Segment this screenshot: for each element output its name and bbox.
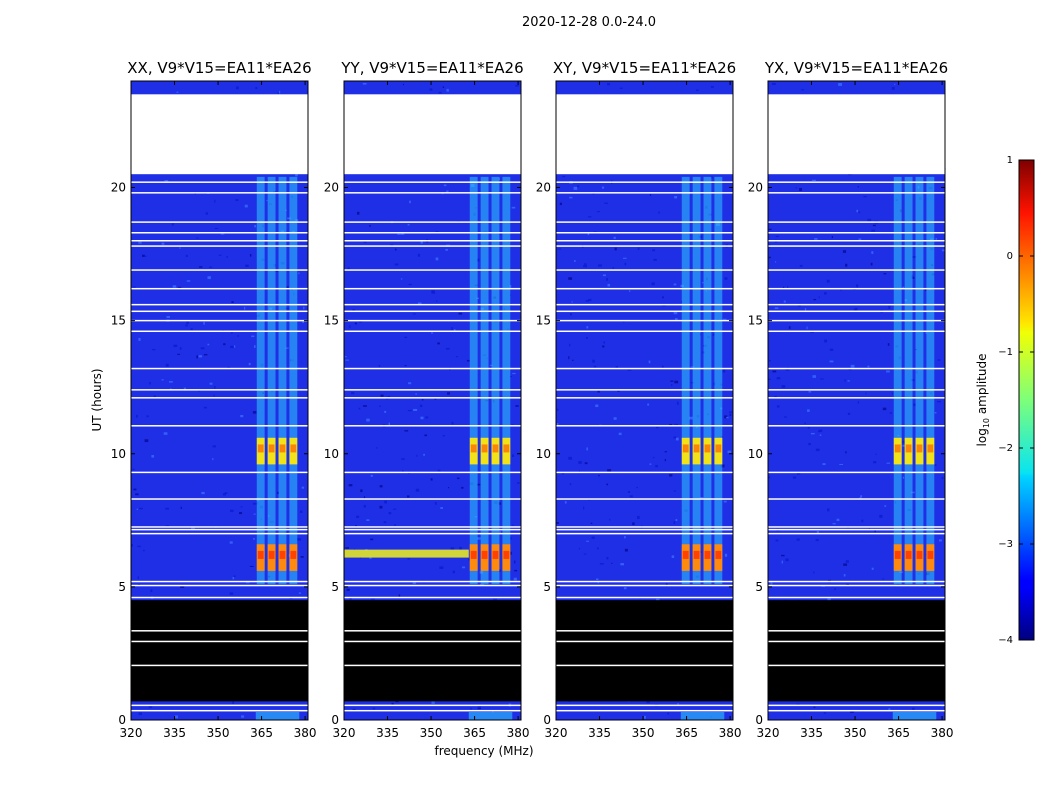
- axes-frame: [555, 80, 734, 721]
- rfi-band: [680, 176, 725, 720]
- panel-xy: XY, V9*V15=EA11*EA26 320 335 350 365 380 0 5 10 1…: [536, 59, 742, 740]
- gap-lines: [768, 181, 945, 712]
- x-tick-label: 350: [632, 726, 655, 740]
- y-tick-label: 10: [324, 447, 339, 461]
- y-tick-label: 15: [748, 314, 763, 328]
- panel-yy: YY, V9*V15=EA11*EA26 320 335 350 365 380 0 5 10 1…: [324, 59, 530, 740]
- x-tick-label: 335: [800, 726, 823, 740]
- gap-lines: [344, 181, 521, 712]
- y-tick-label: 15: [324, 314, 339, 328]
- x-tick-label: 380: [719, 726, 742, 740]
- y-tick-label: 10: [748, 447, 763, 461]
- data-gap: [344, 94, 521, 175]
- x-tick-label: 365: [675, 726, 698, 740]
- colorbar: 1 0 −1 −2 −3 −4 log10 amplitude: [975, 155, 1035, 646]
- panel-title: YY, V9*V15=EA11*EA26: [340, 59, 523, 77]
- axes-frame: [130, 80, 309, 721]
- panel-xx: XX, V9*V15=EA11*EA26 320 335 350 365 380 0 5 10 1…: [111, 59, 317, 740]
- panel-title: YX, V9*V15=EA11*EA26: [764, 59, 948, 77]
- x-axis-label: frequency (MHz): [434, 744, 533, 758]
- colorbar-tick-label: −1: [998, 347, 1013, 358]
- x-tick-label: 365: [463, 726, 486, 740]
- rfi-line: [344, 549, 469, 558]
- colorbar-gradient: [1018, 159, 1035, 641]
- y-tick-label: 0: [755, 713, 763, 727]
- y-tick-label: 5: [543, 580, 551, 594]
- y-tick-label: 0: [543, 713, 551, 727]
- y-tick-label: 10: [111, 447, 126, 461]
- y-tick-label: 15: [536, 314, 551, 328]
- data-gap: [768, 94, 945, 175]
- y-tick-label: 0: [118, 713, 126, 727]
- y-tick-label: 5: [755, 580, 763, 594]
- colorbar-tick-label: −3: [998, 539, 1013, 550]
- y-tick-label: 5: [331, 580, 339, 594]
- x-tick-label: 365: [887, 726, 910, 740]
- rfi-band: [255, 176, 300, 720]
- y-tick-label: 20: [748, 181, 763, 195]
- flagged-region: [131, 600, 308, 702]
- y-tick-label: 20: [324, 181, 339, 195]
- colorbar-tick-label: 1: [1007, 155, 1013, 166]
- rfi-band: [468, 176, 513, 720]
- data-gap: [556, 94, 733, 175]
- y-tick-label: 5: [118, 580, 126, 594]
- x-tick-label: 320: [757, 726, 780, 740]
- colorbar-label: log10 amplitude: [975, 354, 991, 447]
- colorbar-tick-label: −4: [998, 635, 1013, 646]
- axes-frame: [767, 80, 946, 721]
- panel-yx: YX, V9*V15=EA11*EA26 320 335 350 365 380 0 5 10 1…: [748, 59, 954, 740]
- y-tick-label: 20: [536, 181, 551, 195]
- x-tick-label: 335: [588, 726, 611, 740]
- y-tick-label: 0: [331, 713, 339, 727]
- flagged-region: [556, 600, 733, 702]
- y-axis-label: UT (hours): [90, 368, 104, 431]
- panel-title: XY, V9*V15=EA11*EA26: [553, 59, 736, 77]
- x-tick-label: 350: [207, 726, 230, 740]
- axes-frame: [343, 80, 522, 721]
- x-tick-label: 320: [120, 726, 143, 740]
- x-tick-label: 350: [844, 726, 867, 740]
- x-tick-label: 335: [376, 726, 399, 740]
- y-tick-label: 15: [111, 314, 126, 328]
- gap-lines: [556, 181, 733, 712]
- flagged-region: [344, 600, 521, 702]
- data-gap: [131, 94, 308, 175]
- figure-title: 2020-12-28 0.0-24.0: [522, 15, 656, 30]
- y-tick-label: 20: [111, 181, 126, 195]
- rfi-band: [892, 176, 937, 720]
- x-tick-label: 380: [507, 726, 530, 740]
- colorbar-tick-label: 0: [1007, 251, 1013, 262]
- x-tick-label: 365: [250, 726, 273, 740]
- x-tick-label: 320: [545, 726, 568, 740]
- panel-title: XX, V9*V15=EA11*EA26: [127, 59, 311, 77]
- colorbar-tick-label: −2: [998, 443, 1013, 454]
- x-tick-label: 350: [420, 726, 443, 740]
- y-tick-label: 10: [536, 447, 551, 461]
- x-tick-label: 320: [333, 726, 356, 740]
- gap-lines: [131, 181, 308, 712]
- x-tick-label: 380: [294, 726, 317, 740]
- x-tick-label: 380: [931, 726, 954, 740]
- x-tick-label: 335: [163, 726, 186, 740]
- flagged-region: [768, 600, 945, 702]
